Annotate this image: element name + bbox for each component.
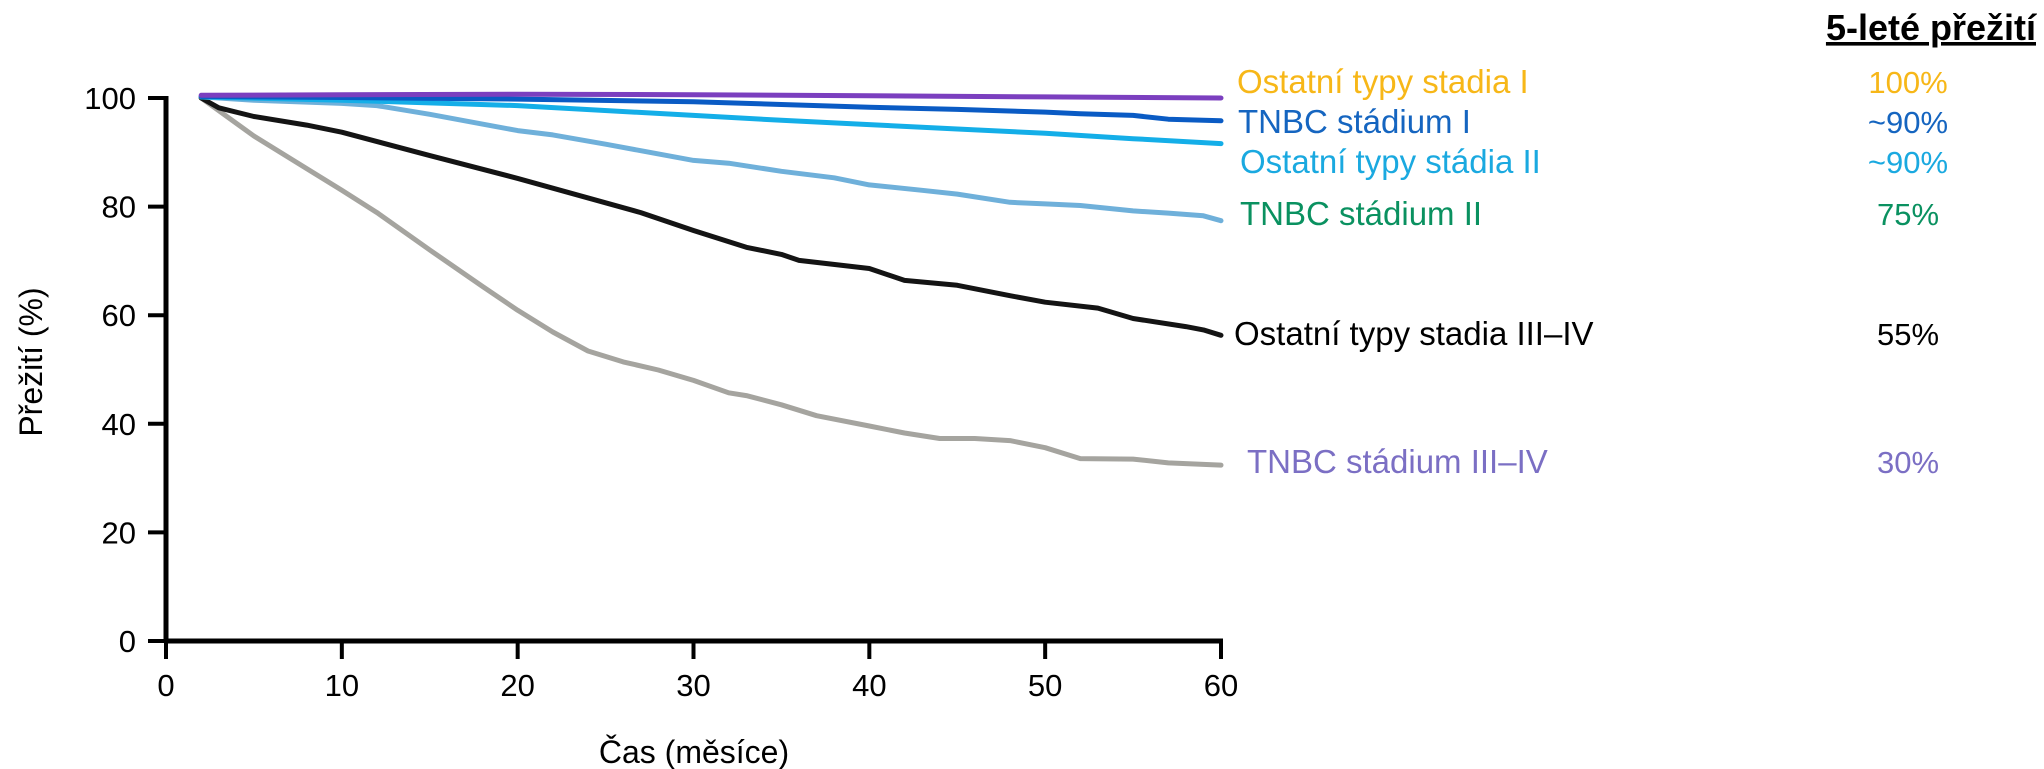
- series-line-4: [198, 94, 1224, 224]
- series-name-label: Ostatní typy stádia II: [1240, 143, 1541, 180]
- x-tick-label: 10: [325, 668, 359, 703]
- five-year-survival-value: 30%: [1877, 445, 1939, 480]
- y-tick-label: 60: [102, 298, 136, 333]
- x-tick-label: 60: [1204, 668, 1238, 703]
- five-year-survival-header: 5-leté přežití: [1826, 7, 2037, 48]
- series-line-1: [198, 91, 1224, 101]
- series-line-6: [198, 95, 1224, 468]
- y-axis-title: Přežití (%): [13, 287, 49, 436]
- series-labels: Ostatní typy stadia I 100% TNBC stádium I ~…: [1234, 63, 1948, 480]
- series-line-5: [198, 95, 1224, 338]
- series-name-label: TNBC stádium II: [1240, 195, 1482, 232]
- series-line-3: [198, 94, 1224, 147]
- five-year-survival-value: 100%: [1868, 65, 1947, 100]
- series-name-label: Ostatní typy stadia I: [1237, 63, 1529, 100]
- x-axis-title: Čas (měsíce): [599, 734, 789, 769]
- five-year-survival-value: ~90%: [1868, 105, 1948, 140]
- series-name-label: TNBC stádium I: [1238, 103, 1471, 140]
- y-tick-label: 100: [84, 81, 136, 116]
- x-tick-label: 50: [1028, 668, 1062, 703]
- x-tick-label: 0: [157, 668, 174, 703]
- y-tick-label: 40: [102, 407, 136, 442]
- five-year-survival-value: 55%: [1877, 317, 1939, 352]
- y-tick-label: 80: [102, 190, 136, 225]
- series-name-label: Ostatní typy stadia III–IV: [1234, 315, 1594, 352]
- series-lines: [198, 91, 1224, 468]
- series-name-label: TNBC stádium III–IV: [1247, 443, 1548, 480]
- x-tick-label: 30: [676, 668, 710, 703]
- series-line-2: [198, 93, 1224, 124]
- five-year-survival-value: ~90%: [1868, 145, 1948, 180]
- axes: 0 20 40 60 80 100 0 10 20 30 40 50 60: [84, 81, 1238, 703]
- x-tick-label: 20: [500, 668, 534, 703]
- five-year-survival-value: 75%: [1877, 197, 1939, 232]
- y-tick-label: 0: [119, 624, 136, 659]
- y-tick-label: 20: [102, 515, 136, 550]
- x-tick-label: 40: [852, 668, 886, 703]
